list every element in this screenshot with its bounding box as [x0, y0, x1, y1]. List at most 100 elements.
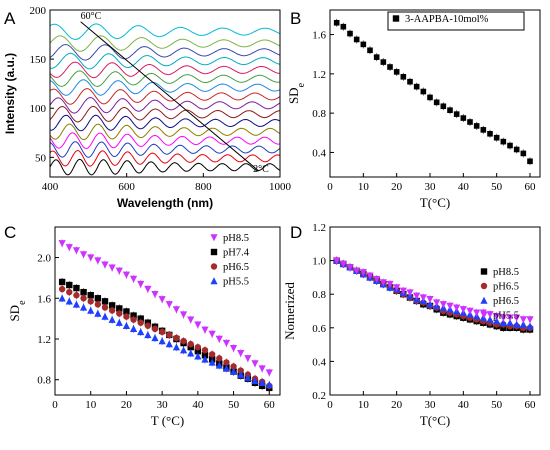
data-point [129, 275, 138, 283]
data-point [58, 285, 66, 293]
data-point [244, 355, 252, 363]
data-point [101, 261, 109, 269]
data-point [360, 41, 367, 48]
data-point [453, 111, 460, 117]
y-tick-label: 0.4 [312, 356, 326, 368]
data-point [373, 275, 381, 283]
data-point [222, 364, 231, 372]
data-point [172, 306, 181, 314]
data-point [73, 284, 80, 292]
data-point [130, 316, 137, 323]
data-point [499, 318, 507, 326]
panel-d: D 0 10 20 30 40 50 60 0.2 0.4 0.6 0.8 1.0 1.2 T(°C) Nom… [282, 222, 541, 428]
y-tick-label: 200 [30, 5, 47, 17]
data-point [366, 272, 374, 280]
y-tick-label: 1.2 [312, 69, 326, 81]
y-tick-label: 0.6 [312, 323, 326, 335]
x-tick-label: 50 [228, 399, 240, 411]
data-point [194, 343, 202, 351]
data-point [216, 355, 223, 362]
legend-label: pH8.5 [223, 233, 249, 244]
data-point [94, 257, 102, 265]
spectrum-line [50, 61, 280, 79]
spectrum-line [50, 149, 280, 167]
data-point [66, 281, 73, 289]
x-tick-label: 20 [121, 399, 133, 411]
plot-frame [49, 9, 281, 178]
data-point [459, 306, 467, 314]
data-point [158, 296, 166, 304]
legend-label: pH5.5 [493, 311, 519, 322]
data-point [222, 339, 231, 347]
data-point [101, 304, 109, 311]
data-point [367, 47, 373, 54]
y-tick-label: 0.8 [312, 289, 326, 301]
data-point [406, 289, 414, 297]
data-point [94, 309, 102, 317]
data-point [486, 315, 494, 323]
spectrum-line [50, 114, 280, 132]
x-tick-label: 40 [192, 399, 204, 411]
spectrum-line [50, 70, 280, 87]
spectrum-line [50, 23, 280, 40]
legend-marker [480, 296, 488, 304]
x-tick-label: 30 [425, 399, 437, 411]
data-point [393, 284, 401, 292]
data-point [116, 305, 123, 312]
data-point [123, 313, 130, 320]
y-tick-label: 1.2 [312, 222, 326, 234]
data-point [251, 376, 259, 384]
spectrum-line [50, 158, 280, 176]
data-point [433, 299, 441, 307]
data-point [194, 348, 202, 355]
data-point [129, 325, 138, 333]
data-point [94, 295, 102, 302]
data-point [65, 297, 73, 305]
spectrum-line [50, 141, 280, 158]
legend-label: pH6.5 [493, 282, 519, 293]
data-point [347, 30, 353, 37]
x-tick-label: 60 [525, 181, 537, 193]
legend-label: 3-AAPBA-10mol% [405, 14, 489, 25]
data-point [66, 288, 73, 296]
data-point [506, 314, 514, 322]
data-point [115, 267, 123, 275]
y-tick-label: 2.0 [37, 253, 51, 265]
plot-frame [329, 226, 541, 396]
x-tick-label: 400 [42, 181, 59, 193]
plot-frame [329, 9, 541, 178]
data-point [187, 316, 195, 324]
data-point [513, 146, 520, 153]
data-point [500, 138, 507, 145]
data-point [165, 301, 173, 309]
data-point [72, 247, 81, 255]
data-point [72, 300, 81, 308]
data-point [413, 292, 421, 300]
panel-letter: B [290, 9, 301, 28]
data-point [413, 83, 420, 90]
data-point [80, 295, 87, 302]
data-point [122, 271, 131, 279]
data-point [79, 303, 88, 311]
data-point [480, 127, 487, 133]
annotation-2c: 2°C [253, 164, 269, 175]
data-point [58, 278, 66, 286]
data-point [387, 64, 393, 70]
x-tick-label: 10 [85, 399, 97, 411]
data-point [527, 158, 533, 165]
data-point [380, 59, 387, 65]
data-point [486, 311, 494, 319]
data-point [179, 346, 188, 354]
data-point [137, 319, 144, 326]
y-tick-label: 0.8 [312, 108, 326, 120]
data-point [453, 304, 461, 312]
y-tick-label: 1.6 [37, 293, 51, 305]
x-tick-label: 0 [52, 399, 58, 411]
legend-label: pH6.5 [493, 296, 519, 307]
data-point [526, 322, 534, 330]
data-point [519, 316, 527, 324]
x-axis-label: T (°C) [151, 413, 184, 428]
y-axis-label: SDe [7, 300, 28, 322]
data-point [151, 325, 159, 333]
data-point [440, 103, 447, 110]
